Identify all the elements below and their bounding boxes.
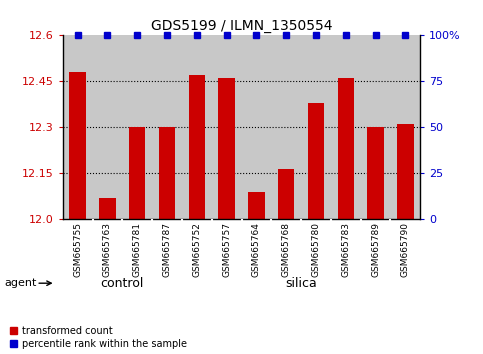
Bar <box>368 127 384 219</box>
Text: GSM665752: GSM665752 <box>192 222 201 277</box>
Text: agent: agent <box>5 278 37 288</box>
Bar <box>159 127 175 219</box>
Legend: transformed count, percentile rank within the sample: transformed count, percentile rank withi… <box>10 326 187 349</box>
Text: GSM665757: GSM665757 <box>222 222 231 277</box>
Text: GSM665763: GSM665763 <box>103 222 112 277</box>
Text: GSM665787: GSM665787 <box>163 222 171 277</box>
Bar <box>70 72 86 219</box>
Bar <box>212 35 242 219</box>
Bar <box>361 35 390 219</box>
Bar <box>129 127 145 219</box>
Bar <box>122 35 152 219</box>
Bar <box>99 198 115 219</box>
Bar <box>338 78 354 219</box>
Text: control: control <box>100 277 144 290</box>
Bar <box>63 35 93 219</box>
Text: silica: silica <box>285 277 317 290</box>
Bar <box>278 169 294 219</box>
Bar <box>331 35 361 219</box>
Bar <box>308 103 324 219</box>
Bar <box>248 192 265 219</box>
Bar <box>390 35 420 219</box>
Bar <box>93 35 122 219</box>
Bar <box>397 124 413 219</box>
Text: GSM665780: GSM665780 <box>312 222 320 277</box>
Text: GSM665768: GSM665768 <box>282 222 291 277</box>
Text: GSM665755: GSM665755 <box>73 222 82 277</box>
Bar <box>218 78 235 219</box>
Text: GSM665781: GSM665781 <box>133 222 142 277</box>
Bar <box>152 35 182 219</box>
Text: GSM665789: GSM665789 <box>371 222 380 277</box>
Text: GSM665764: GSM665764 <box>252 222 261 277</box>
Text: GSM665783: GSM665783 <box>341 222 350 277</box>
Bar <box>301 35 331 219</box>
Bar <box>189 75 205 219</box>
Bar <box>242 35 271 219</box>
Text: GSM665790: GSM665790 <box>401 222 410 277</box>
Title: GDS5199 / ILMN_1350554: GDS5199 / ILMN_1350554 <box>151 19 332 33</box>
Bar <box>271 35 301 219</box>
Bar <box>182 35 212 219</box>
